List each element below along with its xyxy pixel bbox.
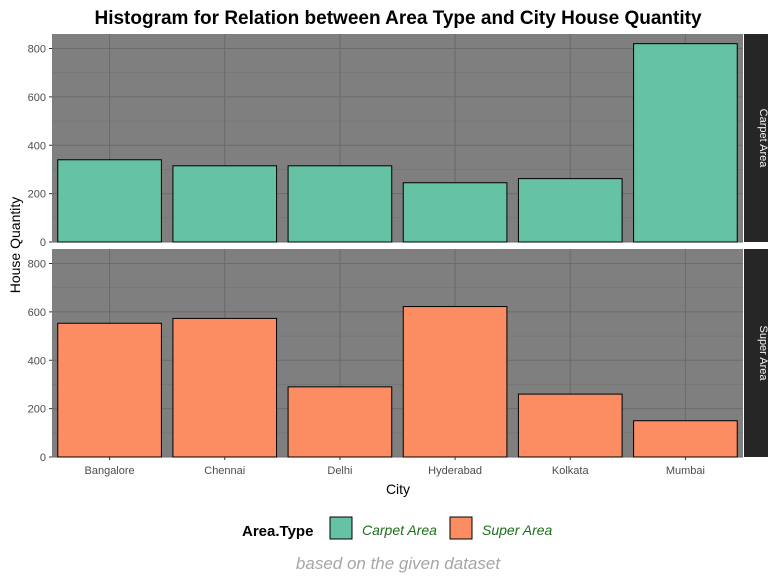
facet-strip (744, 249, 768, 457)
bar-super-area-mumbai (633, 420, 738, 458)
facet-strip (744, 34, 768, 242)
bar-super-area-kolkata (517, 393, 623, 458)
legend-label: Carpet Area (362, 522, 437, 538)
facet-panel-1: 0 200 400 600 800 Carpet Area (28, 34, 769, 249)
chart-title: Histogram for Relation between Area Type… (94, 8, 701, 29)
bar-carpet-area-chennai (172, 165, 278, 243)
bar-super-area-chennai (172, 317, 278, 458)
y-tick-label: 400 (28, 355, 46, 367)
legend: Area.Type Carpet Area Super Area (242, 516, 553, 540)
x-tick-label: Chennai (204, 465, 245, 477)
facet-strip-label: Super Area (757, 325, 769, 381)
x-tick-label: Bangalore (85, 465, 135, 477)
y-tick-label: 800 (28, 44, 46, 56)
panel-background (52, 249, 743, 457)
y-tick-label: 400 (28, 140, 46, 152)
bar-carpet-area-delhi (287, 165, 393, 243)
y-tick-label: 200 (28, 189, 46, 201)
x-tick-label: Hyderabad (428, 465, 482, 477)
caption: based on the given dataset (296, 554, 501, 573)
bar-carpet-area-kolkata (517, 178, 623, 243)
bar-super-area-bangalore (57, 322, 162, 458)
bar-carpet-area-mumbai (633, 43, 738, 243)
bar-super-area-hyderabad (402, 306, 508, 458)
x-tick-label: Mumbai (666, 465, 705, 477)
bar-carpet-area-bangalore (57, 159, 162, 243)
legend-label: Super Area (482, 522, 553, 538)
y-tick-label: 200 (28, 404, 46, 416)
legend-title: Area.Type (242, 523, 313, 540)
x-tick-label: Kolkata (552, 465, 590, 477)
legend-key-carpet-area (329, 516, 353, 540)
y-tick-label: 600 (28, 92, 46, 104)
x-tick-label: Delhi (327, 465, 352, 477)
facet-strip-label: Carpet Area (757, 109, 769, 169)
y-tick-label: 600 (28, 307, 46, 319)
y-tick-label: 0 (40, 237, 46, 249)
x-axis-title: City (386, 481, 410, 497)
bar-carpet-area-hyderabad (402, 182, 508, 243)
facet-panel-2: 0 200 400 600 800 Super Area (28, 249, 769, 464)
bar-super-area-delhi (287, 386, 393, 458)
y-tick-label: 800 (28, 259, 46, 271)
legend-key-super-area (449, 516, 473, 540)
y-tick-label: 0 (40, 452, 46, 464)
y-axis-title: House Quantity (7, 197, 23, 294)
panel-background (52, 34, 743, 242)
